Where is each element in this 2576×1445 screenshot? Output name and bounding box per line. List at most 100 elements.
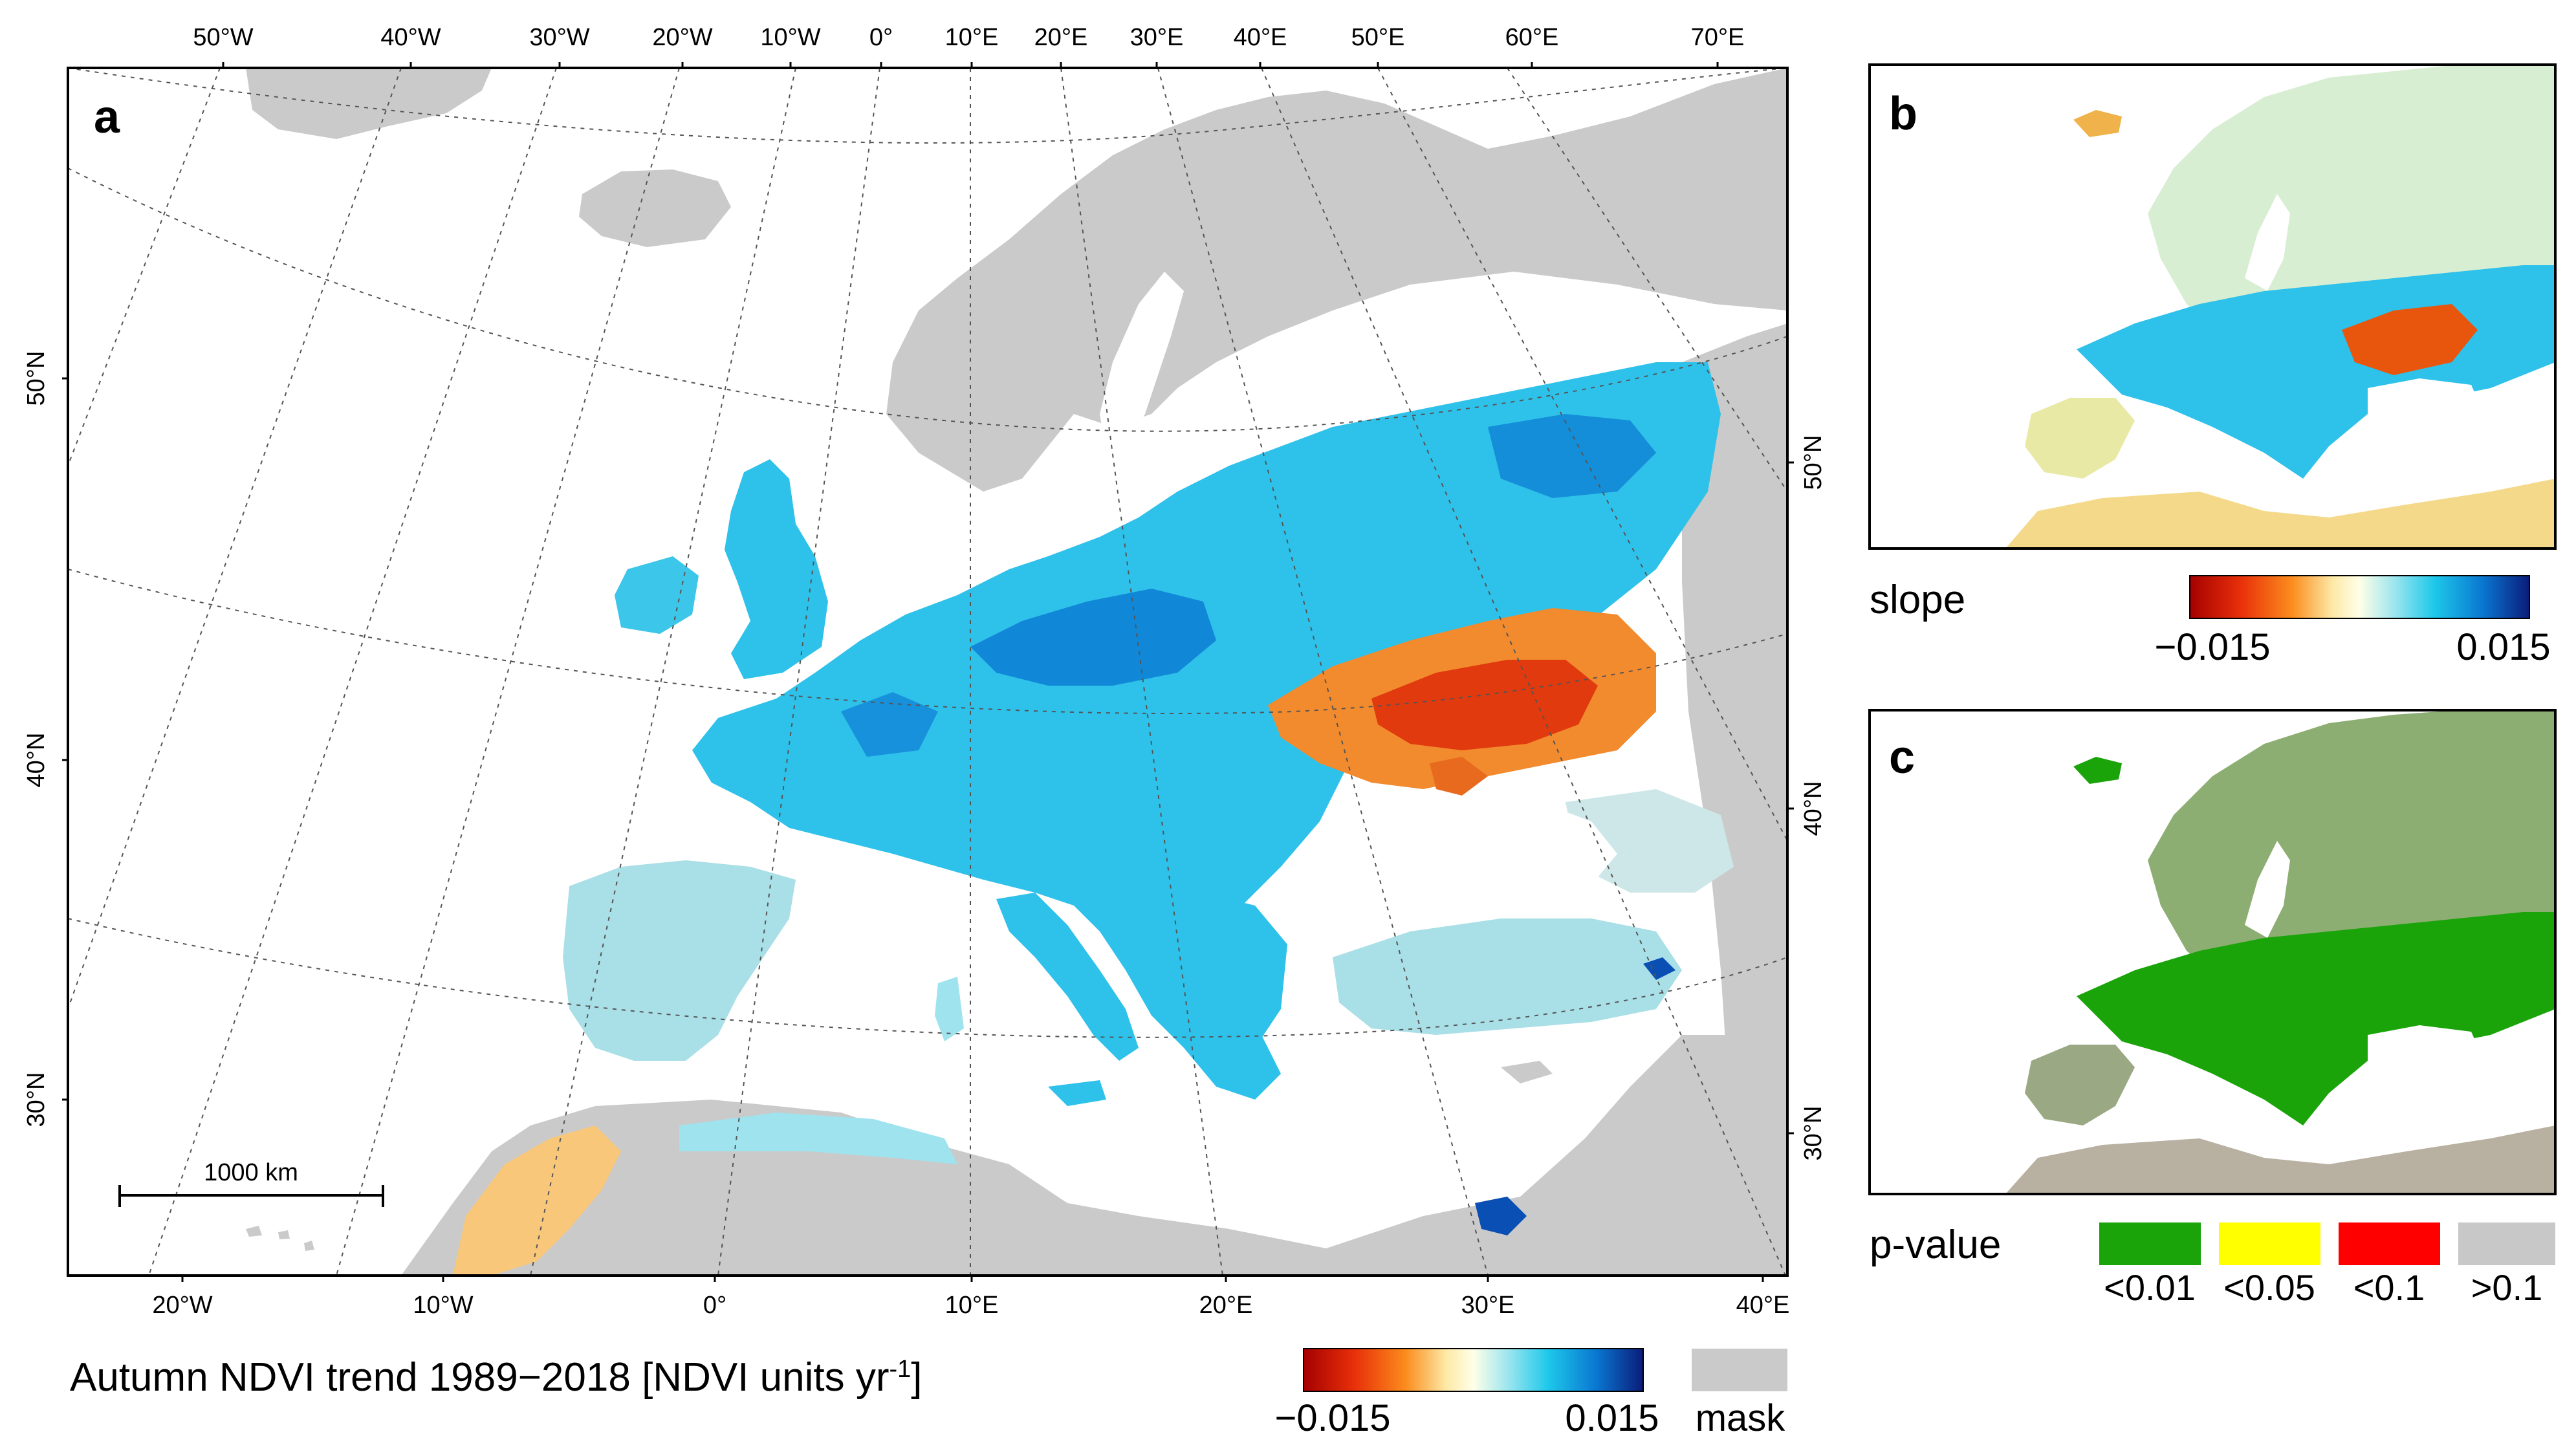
mesopotamia-patch xyxy=(1643,957,1675,980)
panel-c-legend: <0.01 <0.05 <0.1 >0.1 xyxy=(2099,1222,2555,1308)
legend-label: <0.01 xyxy=(2104,1267,2196,1308)
panel-a-bottom-axis: 20°W 10°W 0° 10°E 20°E 30°E 40°E xyxy=(152,1276,1789,1319)
top-tick-label: 40°W xyxy=(380,24,441,51)
bottom-tick-label: 10°W xyxy=(413,1292,473,1319)
panel-c: c p-value <0.01 <0.05 <0.1 >0.1 xyxy=(1868,709,2557,1308)
panel-b-black-sea xyxy=(2368,378,2484,433)
iberia-landmass xyxy=(563,860,796,1061)
graticule-parallel-40n xyxy=(68,569,1787,714)
panel-a-colorbar-min: −0.015 xyxy=(1274,1397,1390,1439)
legend-swatch-pgt01 xyxy=(2458,1222,2555,1265)
graticule-meridian-20e xyxy=(1060,68,1223,1276)
bottom-tick-label: 30°E xyxy=(1461,1292,1515,1319)
panel-c-map xyxy=(2005,710,2555,1194)
left-tick-label: 40°N xyxy=(23,733,50,788)
scale-bar-label: 1000 km xyxy=(204,1159,298,1186)
panel-a-title-end: ] xyxy=(911,1355,922,1400)
top-tick-label: 30°E xyxy=(1130,24,1184,51)
panel-a-map xyxy=(246,68,1787,1276)
bottom-tick-label: 20°E xyxy=(1199,1292,1253,1319)
graticule-meridian-40e xyxy=(1261,68,1786,1276)
top-tick-label: 10°W xyxy=(760,24,820,51)
graticule-meridian-50w xyxy=(68,68,221,466)
strong-browning-core xyxy=(1371,660,1598,750)
nile-delta-patch xyxy=(1475,1197,1527,1235)
panel-c-central-europe xyxy=(2077,912,2555,1125)
graticule-meridian-20w xyxy=(336,68,680,1276)
legend-swatch-p005 xyxy=(2219,1222,2320,1265)
panel-a-right-axis: 50°N 40°N 30°N xyxy=(1787,435,1827,1160)
panel-b-colorbar-max: 0.015 xyxy=(2456,626,2550,668)
graticule-meridian-30w xyxy=(148,68,557,1276)
strong-greening-patch xyxy=(970,589,1216,686)
north-africa-landmass xyxy=(401,1009,1787,1276)
top-tick-label: 70°E xyxy=(1691,24,1745,51)
italy-landmass xyxy=(996,893,1139,1061)
panel-a-left-axis: 50°N 40°N 30°N xyxy=(23,351,68,1127)
strong-greening-patch-3 xyxy=(841,692,938,757)
baltic-sea xyxy=(1100,272,1184,453)
panel-b-iceland xyxy=(2073,110,2122,137)
top-tick-label: 40°E xyxy=(1234,24,1287,51)
morocco-browning xyxy=(453,1125,621,1276)
sicily-landmass xyxy=(1048,1080,1106,1106)
graticule-meridian-0 xyxy=(717,68,880,1276)
panel-b-letter: b xyxy=(1889,88,1917,140)
panel-c-frame xyxy=(1868,709,2557,1195)
scale-bar: 1000 km xyxy=(118,1159,384,1207)
legend-label: >0.1 xyxy=(2471,1267,2543,1308)
canary-islands xyxy=(246,1226,314,1251)
panel-c-iberia xyxy=(2025,1045,2135,1125)
top-tick-label: 20°W xyxy=(652,24,712,51)
graticule-parallel-60n xyxy=(68,68,1787,144)
central-europe-landmass xyxy=(692,362,1721,1100)
mask-swatch xyxy=(1692,1349,1787,1391)
panel-b: b slope −0.015 0.015 xyxy=(1868,63,2557,668)
legend-swatch-p01 xyxy=(2339,1222,2440,1265)
panel-b-north-africa xyxy=(2005,479,2555,549)
balkans-landmass xyxy=(1139,893,1287,1087)
bottom-tick-label: 20°W xyxy=(152,1292,212,1319)
black-sea xyxy=(1359,789,1617,906)
sardinia-landmass xyxy=(935,977,964,1041)
graticule-parallel-30n xyxy=(68,918,1787,1038)
panel-a-colorbar xyxy=(1303,1348,1644,1392)
strong-greening-patch-2 xyxy=(1488,414,1656,498)
panel-b-colorbar-min: −0.015 xyxy=(2154,626,2270,668)
legend-label: <0.05 xyxy=(2223,1267,2315,1308)
panel-c-letter: c xyxy=(1889,732,1915,783)
panel-b-baltic xyxy=(2245,194,2290,291)
right-tick-label: 50°N xyxy=(1800,435,1827,490)
greenland-landmass xyxy=(246,68,492,139)
panel-b-browning xyxy=(2342,304,2478,375)
panel-c-legend-title: p-value xyxy=(1870,1222,2001,1267)
panel-a-title: Autumn NDVI trend 1989−2018 [NDVI units … xyxy=(70,1355,922,1400)
top-tick-label: 10°E xyxy=(945,24,999,51)
panel-c-black-sea xyxy=(2368,1025,2484,1080)
panel-b-map xyxy=(2005,65,2555,549)
top-tick-label: 0° xyxy=(869,24,893,51)
top-tick-label: 60°E xyxy=(1505,24,1559,51)
top-tick-label: 20°E xyxy=(1034,24,1088,51)
great-britain-landmass xyxy=(725,459,828,679)
bottom-tick-label: 10°E xyxy=(945,1292,999,1319)
panel-a-frame xyxy=(67,67,1789,1277)
crimea-landmass xyxy=(1430,757,1488,796)
left-tick-label: 50°N xyxy=(23,351,50,406)
panel-b-frame xyxy=(1868,63,2557,550)
cyprus-landmass xyxy=(1501,1061,1553,1083)
graticule-meridian-10w xyxy=(530,68,796,1276)
panel-b-colorbar xyxy=(2189,575,2530,619)
panel-b-iberia xyxy=(2025,398,2135,479)
bottom-tick-label: 0° xyxy=(703,1292,726,1319)
legend-label: <0.1 xyxy=(2353,1267,2425,1308)
graticule-parallel-50n xyxy=(68,168,1787,432)
panel-a-title-main: Autumn NDVI trend 1989−2018 [NDVI units … xyxy=(70,1355,890,1400)
panel-c-north-africa xyxy=(2005,1125,2555,1194)
graticule-meridian-60e xyxy=(1507,68,1787,492)
panel-a-letter: a xyxy=(94,91,120,143)
panel-a-top-axis: 50°W 40°W 30°W 20°W 10°W 0° 10°E 20°E 30… xyxy=(193,24,1744,68)
panel-b-legend-title: slope xyxy=(1870,578,1965,622)
graticule xyxy=(68,68,1787,1276)
